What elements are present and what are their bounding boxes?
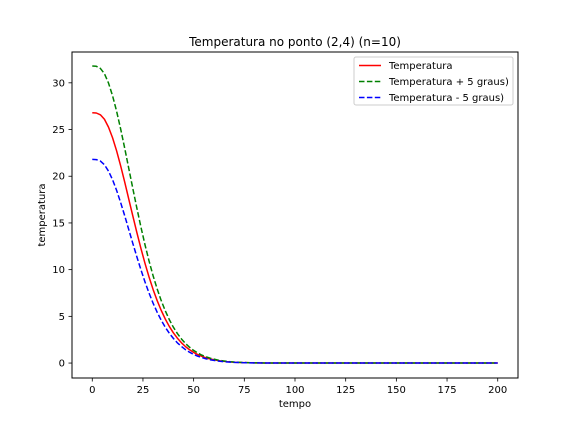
y-tick-label: 10	[52, 265, 65, 276]
y-axis-label: temperatura	[37, 183, 48, 246]
series-line-3	[92, 158, 498, 364]
plot-frame	[71, 51, 519, 379]
legend-label-2: Temperatura + 5 graus)	[388, 77, 509, 88]
legend: Temperatura Temperatura + 5 graus) Tempera…	[353, 56, 514, 106]
series-line-2	[92, 65, 498, 364]
legend-label-3: Temperatura - 5 graus)	[388, 93, 504, 104]
x-tick-label: 25	[137, 385, 150, 396]
x-tick-label: 0	[89, 385, 95, 396]
y-tick-label: 20	[52, 172, 65, 183]
x-tick-label: 100	[285, 385, 304, 396]
x-axis-label: tempo	[279, 399, 311, 410]
x-tick-label: 50	[187, 385, 200, 396]
x-tick-label: 150	[387, 385, 406, 396]
y-tick-label: 0	[59, 359, 65, 370]
chart-title: Temperatura no ponto (2,4) (n=10)	[188, 35, 401, 49]
y-tick-label: 30	[52, 78, 65, 89]
legend-frame	[353, 56, 514, 106]
series-layer	[92, 65, 498, 364]
x-tick-label: 125	[336, 385, 355, 396]
legend-label-1: Temperatura	[388, 61, 453, 72]
x-tick-label: 200	[488, 385, 507, 396]
y-tick-label: 15	[52, 218, 65, 229]
y-tick-label: 25	[52, 125, 65, 136]
ticks-layer: 0 25 50 75 100 125 150 175 200 0 5 10 15 20 25 30	[52, 78, 507, 396]
y-tick-label: 5	[59, 312, 65, 323]
x-tick-label: 175	[437, 385, 456, 396]
x-tick-label: 75	[238, 385, 251, 396]
